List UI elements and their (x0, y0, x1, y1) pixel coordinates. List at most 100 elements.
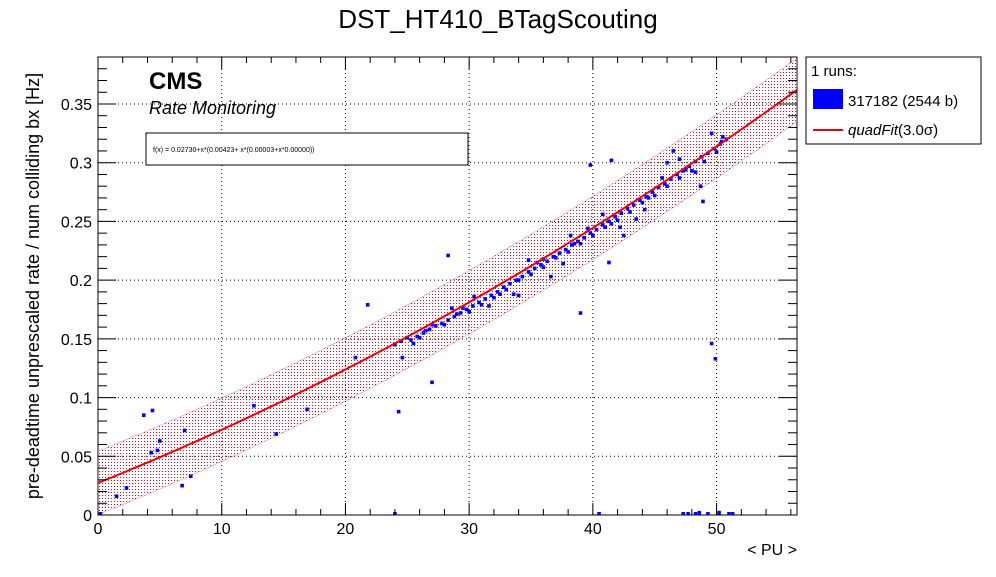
fit-band (98, 57, 797, 515)
data-point (619, 211, 624, 215)
data-point (597, 512, 601, 515)
data-point (727, 512, 731, 515)
data-point (158, 439, 162, 443)
data-point (427, 327, 432, 332)
data-point (483, 297, 488, 301)
data-point (452, 314, 457, 319)
y-tick-label: 0 (83, 508, 92, 525)
data-point (464, 307, 469, 312)
y-tick-label: 0.25 (61, 214, 92, 231)
data-point (454, 312, 459, 316)
data-point (461, 306, 465, 311)
data-point (613, 214, 617, 219)
data-point (529, 272, 533, 277)
data-point (631, 203, 636, 207)
y-axis-label: pre-deadtime unprescaled rate / num coll… (23, 73, 43, 499)
data-point (274, 432, 278, 436)
data-point (677, 157, 682, 161)
data-point (411, 341, 416, 346)
data-point (730, 512, 735, 515)
data-point (665, 160, 669, 165)
data-point (576, 239, 580, 244)
fit-line (98, 88, 797, 484)
data-point (511, 292, 516, 297)
data-point (487, 304, 491, 308)
data-point (421, 331, 426, 335)
data-point (400, 355, 405, 360)
data-point (713, 357, 718, 361)
data-point (520, 274, 525, 279)
data-point (479, 302, 484, 307)
y-tick-label: 0.2 (70, 273, 92, 290)
data-point (644, 194, 648, 199)
data-point (586, 226, 590, 231)
data-point (609, 158, 614, 163)
data-point (489, 293, 494, 298)
y-tick-label: 0.1 (70, 391, 92, 408)
data-point (393, 342, 397, 347)
data-point (516, 293, 521, 298)
data-point (697, 510, 702, 515)
data-point (714, 150, 719, 154)
data-point (150, 408, 155, 413)
data-point (182, 428, 187, 433)
y-tick-label: 0.15 (61, 332, 92, 349)
legend-series-swatch (813, 89, 843, 109)
data-point (582, 236, 587, 240)
fit-curve (98, 88, 797, 484)
data-point (570, 243, 574, 247)
data-point (450, 306, 454, 311)
data-point (681, 512, 685, 515)
legend-fit-label-tail: (3.0σ) (898, 122, 938, 139)
data-point (440, 321, 444, 326)
data-point (553, 256, 558, 260)
x-tick-label: 30 (460, 521, 478, 538)
data-point (541, 265, 546, 270)
data-point (706, 512, 710, 515)
data-point (568, 233, 573, 238)
data-point (681, 169, 685, 173)
legend-header: 1 runs: (811, 63, 857, 80)
data-point (539, 263, 543, 267)
data-point (458, 311, 463, 315)
data-point (415, 334, 419, 339)
fit-formula-text: f(x) = 0.02730+x*(0.00423+ x*(0.00003+x*… (153, 147, 315, 154)
data-point (618, 225, 622, 230)
data-point (446, 318, 450, 322)
data-point (643, 207, 647, 212)
data-point (660, 176, 664, 180)
data-point (578, 241, 583, 246)
data-points (98, 131, 735, 515)
data-point (180, 483, 184, 488)
data-point (516, 278, 521, 282)
x-tick-label: 40 (584, 521, 602, 538)
data-point (578, 311, 583, 315)
fit-formula-box (145, 132, 469, 166)
data-point (149, 450, 153, 455)
data-point (532, 266, 537, 271)
x-tick-label: 0 (94, 521, 103, 538)
data-point (141, 413, 146, 417)
data-point (566, 250, 570, 254)
data-point (98, 512, 103, 515)
data-point (508, 281, 512, 286)
data-point (557, 251, 562, 255)
data-point (417, 335, 422, 340)
data-point (686, 512, 690, 515)
data-point (353, 355, 358, 360)
data-point (501, 285, 506, 289)
data-point (430, 380, 434, 385)
data-point (155, 448, 160, 453)
x-axis-label: < PU > (747, 542, 797, 559)
data-point (652, 193, 657, 198)
x-tick-label: 20 (337, 521, 355, 538)
data-point (656, 185, 661, 190)
data-point (396, 409, 401, 414)
x-tick-label: 10 (213, 521, 231, 538)
data-point (719, 139, 724, 144)
data-point (591, 233, 595, 238)
data-point (545, 259, 549, 264)
data-point (572, 241, 577, 246)
data-point (701, 199, 705, 204)
